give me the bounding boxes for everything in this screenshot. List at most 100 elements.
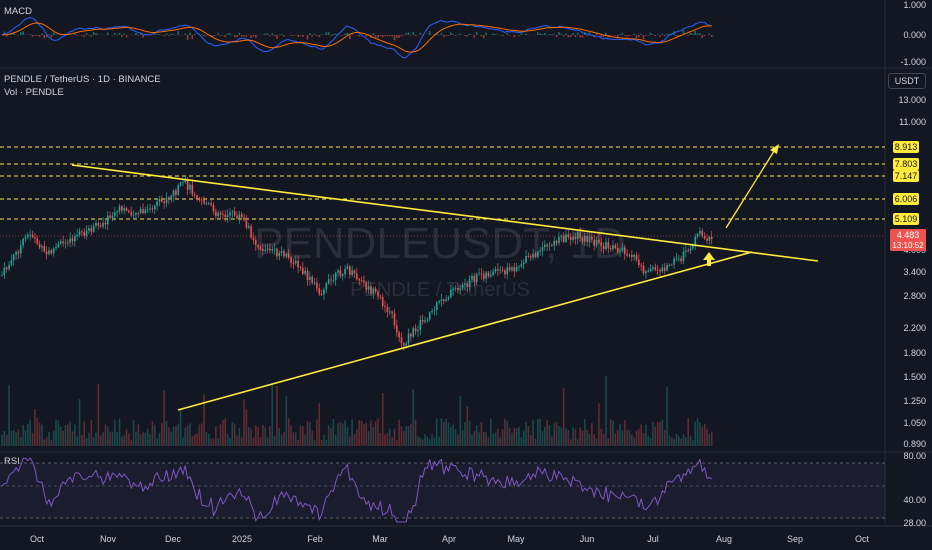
candle-body <box>480 273 483 275</box>
price-axis-tick: 11.000 <box>899 117 926 127</box>
candle-body <box>457 287 459 290</box>
candle-body <box>553 240 556 246</box>
macd-histogram-bar <box>233 35 236 38</box>
volume-bar <box>633 437 635 446</box>
volume-bar <box>243 399 245 446</box>
candle-body <box>97 223 100 226</box>
candle-body <box>149 208 151 210</box>
candle-body <box>485 272 487 279</box>
macd-histogram-bar <box>393 35 396 41</box>
candle-body <box>654 267 657 270</box>
candle-body <box>661 267 664 272</box>
volume-bar <box>20 437 22 446</box>
price-axis-tick: 2.200 <box>903 323 926 333</box>
candle-body <box>114 212 116 216</box>
volume-bar <box>320 439 323 446</box>
macd-histogram-bar <box>501 35 504 37</box>
candle-body <box>191 184 194 195</box>
candle-body <box>370 286 372 295</box>
volume-bar <box>92 437 95 446</box>
macd-histogram-bar <box>595 32 598 35</box>
candle-body <box>146 209 149 211</box>
candle-body <box>76 234 78 237</box>
macd-histogram-bar <box>38 35 41 37</box>
candle-body <box>386 306 389 312</box>
candle-body <box>598 239 600 243</box>
candle-body <box>701 230 704 237</box>
rsi-band <box>0 463 885 518</box>
candle-body <box>99 225 102 227</box>
candle-body <box>102 222 104 227</box>
macd-histogram-bar <box>186 35 189 40</box>
rsi-axis-tick: 28.00 <box>903 518 926 528</box>
candle-body <box>410 333 412 337</box>
volume-bar <box>269 426 271 446</box>
volume-bar <box>257 427 259 446</box>
volume-bar <box>165 420 168 446</box>
volume-bar <box>628 429 631 446</box>
macd-histogram-bar <box>45 35 48 38</box>
macd-histogram-bar <box>236 35 238 38</box>
candle-body <box>74 236 76 242</box>
watermark-sub: PENDLE / TetherUS <box>350 279 530 301</box>
macd-histogram-bar <box>407 32 410 35</box>
macd-histogram-bar <box>443 35 445 37</box>
volume-bar <box>365 422 368 446</box>
volume-bar <box>358 419 360 446</box>
candle-body <box>560 235 563 237</box>
macd-histogram-bar <box>318 35 321 38</box>
candle-body <box>461 284 464 289</box>
candle-body <box>200 199 203 201</box>
time-axis[interactable]: Oct Nov Dec 2025 Feb Mar Apr May Jun Jul Aug Sep Oct <box>30 534 870 544</box>
candle-body <box>330 279 332 281</box>
candle-body <box>243 217 245 221</box>
volume-bar <box>59 426 62 446</box>
volume-bar <box>231 422 234 446</box>
volume-bar <box>161 422 163 446</box>
volume-bar <box>699 422 701 446</box>
volume-bar <box>396 439 398 446</box>
candle-body <box>311 276 313 283</box>
macd-axis-tick: 1.000 <box>903 0 926 10</box>
macd-histogram-bar <box>313 33 316 35</box>
volume-bar <box>311 430 313 446</box>
price-axis[interactable]: 1.0000.000-1.00013.00011.0004.0003.4002.… <box>890 0 926 528</box>
candle-body <box>81 231 83 233</box>
candle-body <box>405 343 407 346</box>
macd-histogram-bar <box>384 35 386 37</box>
volume-bar <box>482 432 485 446</box>
level-label-bg <box>893 141 919 153</box>
volume-bar <box>652 422 654 446</box>
candle-body <box>515 266 518 272</box>
volume-bar <box>391 437 393 446</box>
volume-bar <box>640 424 642 446</box>
candle-body <box>15 251 17 255</box>
macd-histogram-bar <box>316 35 318 36</box>
volume-bar <box>360 420 363 446</box>
macd-histogram-bar <box>682 30 685 35</box>
volume-bar <box>175 426 177 446</box>
volume-bar <box>121 436 123 446</box>
price-axis-tick: 1.800 <box>903 348 926 358</box>
volume-bar <box>539 418 541 446</box>
volume-bar <box>219 424 222 446</box>
currency-button[interactable]: USDT <box>888 73 926 89</box>
volume-bar <box>132 419 135 446</box>
volume-bar <box>212 438 215 446</box>
volume-bar <box>69 421 71 446</box>
candle-body <box>233 211 236 216</box>
macd-histogram-bar <box>396 35 398 38</box>
volume-bar <box>52 430 55 446</box>
macd-histogram-bar <box>377 35 379 38</box>
macd-histogram-bar <box>280 33 283 35</box>
volume-bar <box>492 433 494 446</box>
macd-histogram-bar <box>158 34 161 35</box>
signal-line <box>1 22 712 53</box>
candle-body <box>139 209 142 214</box>
macd-histogram-bar <box>400 35 403 37</box>
volume-bar <box>475 425 478 446</box>
volume-bar <box>36 418 39 446</box>
candle-body <box>341 274 344 276</box>
macd-histogram-bar <box>245 35 248 37</box>
